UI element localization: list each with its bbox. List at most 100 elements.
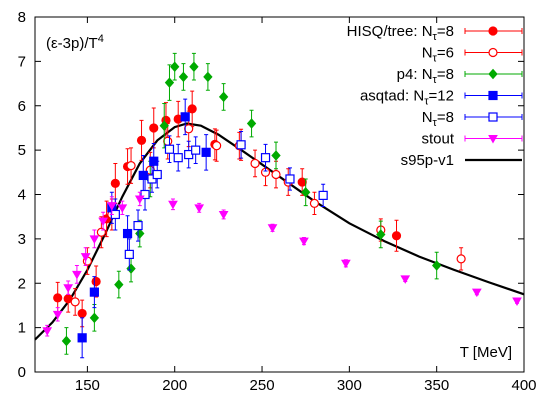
data-point <box>191 145 201 155</box>
data-point <box>117 204 128 213</box>
data-point <box>189 61 199 72</box>
legend-marker <box>488 26 498 36</box>
data-point <box>341 259 351 269</box>
data-point <box>126 161 136 171</box>
data-point <box>194 204 205 213</box>
data-point <box>133 220 143 231</box>
points-layer <box>42 52 522 359</box>
data-point <box>187 104 197 114</box>
legend-entry: p4: Nτ=8 <box>397 66 523 86</box>
data-point <box>126 263 136 274</box>
x-tick-label: 150 <box>75 377 100 393</box>
data-point <box>170 61 180 72</box>
data-point <box>218 210 229 220</box>
curve-layer <box>34 122 525 341</box>
data-point <box>138 170 148 181</box>
data-point <box>96 227 106 237</box>
legend-marker <box>488 112 498 122</box>
data-point <box>309 198 320 208</box>
data-point <box>98 217 108 227</box>
y-tick-label: 1 <box>18 320 26 337</box>
data-point <box>106 202 117 211</box>
legend-label: HISQ/tree: Nτ=8 <box>347 23 454 43</box>
legend-label: p4: Nτ=8 <box>397 66 454 86</box>
data-point <box>184 124 194 134</box>
data-point <box>297 177 307 187</box>
data-point <box>267 224 278 233</box>
x-tick-label: 300 <box>337 377 362 393</box>
data-point <box>63 284 74 293</box>
y-tick-label: 3 <box>18 231 26 248</box>
legend-entry: HISQ/tree: Nτ=8 <box>347 23 523 43</box>
data-point <box>124 249 134 260</box>
data-point <box>149 123 159 133</box>
data-point <box>122 228 133 239</box>
legend-entry: Nτ=6 <box>422 45 523 65</box>
data-point <box>91 276 101 287</box>
data-point <box>114 279 124 290</box>
data-point <box>271 169 281 180</box>
data-point <box>260 153 271 163</box>
x-tick-label: 250 <box>250 377 275 393</box>
series-0 <box>53 90 402 328</box>
data-point <box>89 312 100 324</box>
data-point <box>203 71 213 83</box>
data-point <box>42 327 53 336</box>
data-point <box>178 71 189 83</box>
series-2 <box>61 52 442 355</box>
data-point <box>53 293 63 303</box>
data-point <box>134 195 145 204</box>
data-point <box>218 91 229 103</box>
data-point <box>136 135 147 145</box>
y-tick-label: 0 <box>18 364 26 381</box>
y-tick-label: 5 <box>18 142 26 159</box>
legend-entry: asqtad: Nτ=12 <box>360 88 523 108</box>
legend-marker <box>488 90 498 101</box>
data-point <box>236 140 246 150</box>
x-tick-label: 400 <box>511 377 536 393</box>
data-point <box>135 228 145 239</box>
data-point <box>301 187 311 198</box>
curve-s95p-v1 <box>34 122 525 341</box>
data-point <box>89 287 99 297</box>
y-tick-label: 8 <box>18 9 26 26</box>
data-point <box>432 260 442 271</box>
data-point <box>89 235 100 244</box>
data-point <box>391 231 402 241</box>
data-point <box>72 270 82 280</box>
tick-labels-layer: 150 200 250 300 350 400 0 1 2 3 4 5 6 7 8 <box>18 9 537 393</box>
legend-label: Nτ=8 <box>422 109 454 129</box>
legend-marker <box>488 47 498 58</box>
y-tick-label: 6 <box>18 98 26 115</box>
data-point <box>250 158 260 169</box>
x-tick-label: 350 <box>424 377 449 393</box>
legend-marker <box>488 135 498 144</box>
data-point <box>152 169 162 180</box>
data-point <box>318 190 328 200</box>
legend-label: asqtad: Nτ=12 <box>360 88 454 108</box>
data-point <box>159 120 169 131</box>
ticks-layer <box>35 16 525 373</box>
legend-marker <box>488 68 498 80</box>
data-point <box>77 308 87 319</box>
x-tick-label: 200 <box>162 377 187 393</box>
data-point <box>77 333 87 343</box>
data-point <box>164 144 175 154</box>
legend-label: s95p-v1 <box>401 152 454 169</box>
data-point <box>212 141 222 151</box>
data-point <box>400 275 411 284</box>
data-point <box>456 254 466 264</box>
data-point <box>285 174 295 184</box>
data-point <box>271 150 281 161</box>
legend-label: stout <box>421 131 454 148</box>
data-point <box>180 112 190 122</box>
data-point <box>246 118 257 129</box>
data-point <box>80 253 91 262</box>
legend-entry: Nτ=8 <box>422 109 523 129</box>
series-1 <box>70 110 466 316</box>
data-point <box>140 189 150 200</box>
data-point <box>512 297 522 307</box>
y-axis-title: (ε-3p)/T4 <box>46 33 104 52</box>
legend-label: Nτ=6 <box>422 45 454 65</box>
